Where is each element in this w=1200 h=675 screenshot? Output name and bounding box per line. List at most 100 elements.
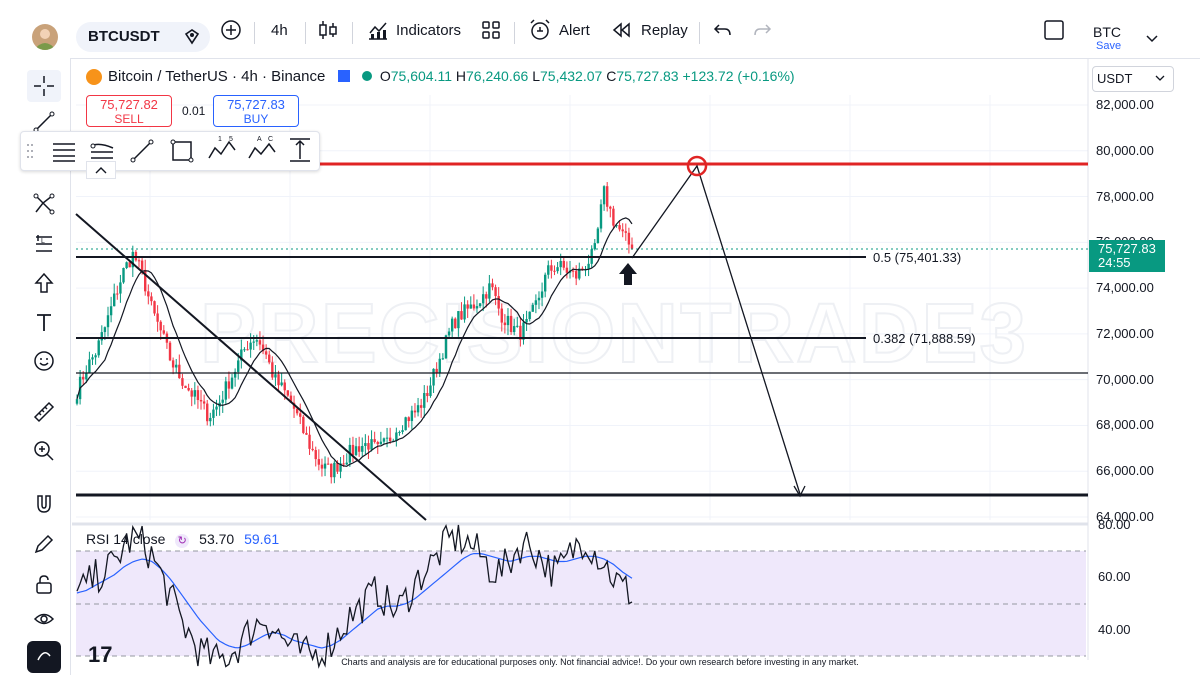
pattern-tool-icon[interactable] [27, 188, 61, 220]
candle-body [435, 368, 438, 374]
candle-body [317, 459, 321, 465]
indicators-label: Indicators [396, 21, 462, 39]
rsi-title[interactable]: RSI 14 close [86, 531, 166, 547]
save-status[interactable]: Save [1096, 40, 1122, 52]
flag-icon[interactable] [337, 70, 350, 82]
rectangle-tool-icon[interactable] [169, 138, 195, 164]
candle-body [295, 408, 299, 414]
chevron-down-icon[interactable] [1146, 30, 1158, 48]
candle-body [463, 304, 466, 320]
trendline[interactable] [75, 213, 427, 521]
svg-text:A: A [257, 136, 262, 143]
eye-icon[interactable] [27, 603, 61, 635]
spread-value: 0.01 [182, 104, 206, 118]
text-tool-icon[interactable] [27, 306, 61, 338]
layout-name[interactable]: BTC [1093, 24, 1121, 40]
redo-icon[interactable] [752, 18, 772, 42]
user-avatar[interactable] [32, 24, 58, 50]
magnet-icon[interactable] [27, 488, 61, 520]
candle-body [503, 322, 507, 326]
refresh-icon[interactable]: ↻ [175, 534, 190, 548]
horizontal-lines-icon[interactable] [51, 138, 77, 164]
undo-icon[interactable] [713, 18, 733, 42]
trash-icon[interactable] [27, 641, 61, 673]
indicators-button[interactable]: Indicators [367, 18, 461, 42]
rsi-value: 53.70 [199, 531, 235, 547]
zoom-icon[interactable] [27, 435, 61, 467]
candle-body [128, 262, 131, 268]
price-range-icon[interactable] [287, 136, 313, 164]
candle-body [311, 448, 314, 451]
candle-body [556, 267, 559, 272]
legend-title[interactable]: Bitcoin / TetherUS · 4h · Binance [108, 68, 326, 85]
price-axis-label: 74,000.00 [1096, 280, 1154, 296]
arrow-up-icon[interactable] [27, 267, 61, 299]
candles-chart-type-icon[interactable] [318, 18, 338, 42]
candle-body [190, 390, 193, 397]
candle-body [612, 208, 615, 226]
candle-body [255, 340, 259, 342]
line-tool-icon[interactable] [129, 138, 155, 164]
rsi-ma-value: 59.61 [244, 531, 280, 547]
candle-body [150, 296, 153, 302]
fullscreen-square-icon[interactable] [1043, 18, 1065, 42]
candle-body [447, 331, 451, 336]
candle-body [181, 378, 184, 386]
candle-body [227, 381, 231, 389]
bitcoin-logo-icon [86, 69, 102, 85]
candle-body [621, 229, 624, 232]
replay-button[interactable]: Replay [612, 18, 688, 42]
alert-button[interactable]: Alert [528, 18, 590, 42]
draw-lock-pencil-icon[interactable] [27, 528, 61, 560]
last-price-value: 75,727.83 [1098, 241, 1156, 256]
rsi-ma-line [76, 552, 633, 649]
candle-body [271, 362, 274, 378]
last-price-label: 75,727.83 24:55 [1089, 240, 1165, 272]
indicators-icon [369, 22, 387, 40]
compare-diamond-icon[interactable] [183, 29, 201, 45]
candle-body [233, 371, 237, 378]
candle-body [537, 297, 541, 301]
interval-button[interactable]: 4h [271, 18, 288, 42]
candle-body [193, 390, 197, 397]
candle-body [581, 268, 584, 270]
candle-body [199, 399, 203, 402]
candle-body [615, 225, 618, 227]
candle-body [454, 318, 457, 329]
ohlc-values: O75,604.11 H76,240.66 L75,432.07 C75,727… [379, 68, 795, 84]
candle-body [156, 313, 159, 322]
candle-body [488, 283, 491, 299]
candle-body [277, 374, 280, 386]
projection-path[interactable] [631, 164, 801, 495]
fib-retracement-icon[interactable] [89, 138, 115, 164]
crosshair-icon[interactable] [27, 70, 61, 102]
symbol-search[interactable]: BTCUSDT [76, 22, 210, 52]
rsi-axis-label: 60.00 [1098, 569, 1131, 584]
sell-button[interactable]: 75,727.82 SELL [86, 95, 172, 127]
rewind-icon [612, 22, 630, 38]
candle-body [100, 332, 104, 341]
candle-body [531, 304, 534, 312]
lock-icon[interactable] [27, 568, 61, 600]
emoji-icon[interactable] [27, 345, 61, 377]
fib-0.5-label: 0.5 (75,401.33) [873, 250, 962, 265]
buy-button[interactable]: 75,727.83 BUY [213, 95, 299, 127]
bar-countdown: 24:55 [1098, 255, 1131, 270]
target-circle-marker[interactable] [686, 155, 708, 177]
candle-body [609, 206, 612, 209]
collapse-chevron-icon[interactable] [86, 161, 116, 179]
svg-text:C: C [268, 136, 273, 143]
add-symbol-icon[interactable] [220, 18, 242, 42]
ruler-icon[interactable] [27, 396, 61, 428]
candle-body [578, 268, 581, 279]
price-axis-label: 66,000.00 [1096, 463, 1154, 479]
currency-select[interactable]: USDT [1092, 66, 1174, 92]
layouts-grid-icon[interactable] [481, 18, 501, 42]
long-position-icon[interactable]: L [27, 228, 61, 260]
drag-handle-icon[interactable] [25, 142, 35, 160]
candle-body [398, 431, 401, 433]
candle-body [528, 311, 531, 320]
